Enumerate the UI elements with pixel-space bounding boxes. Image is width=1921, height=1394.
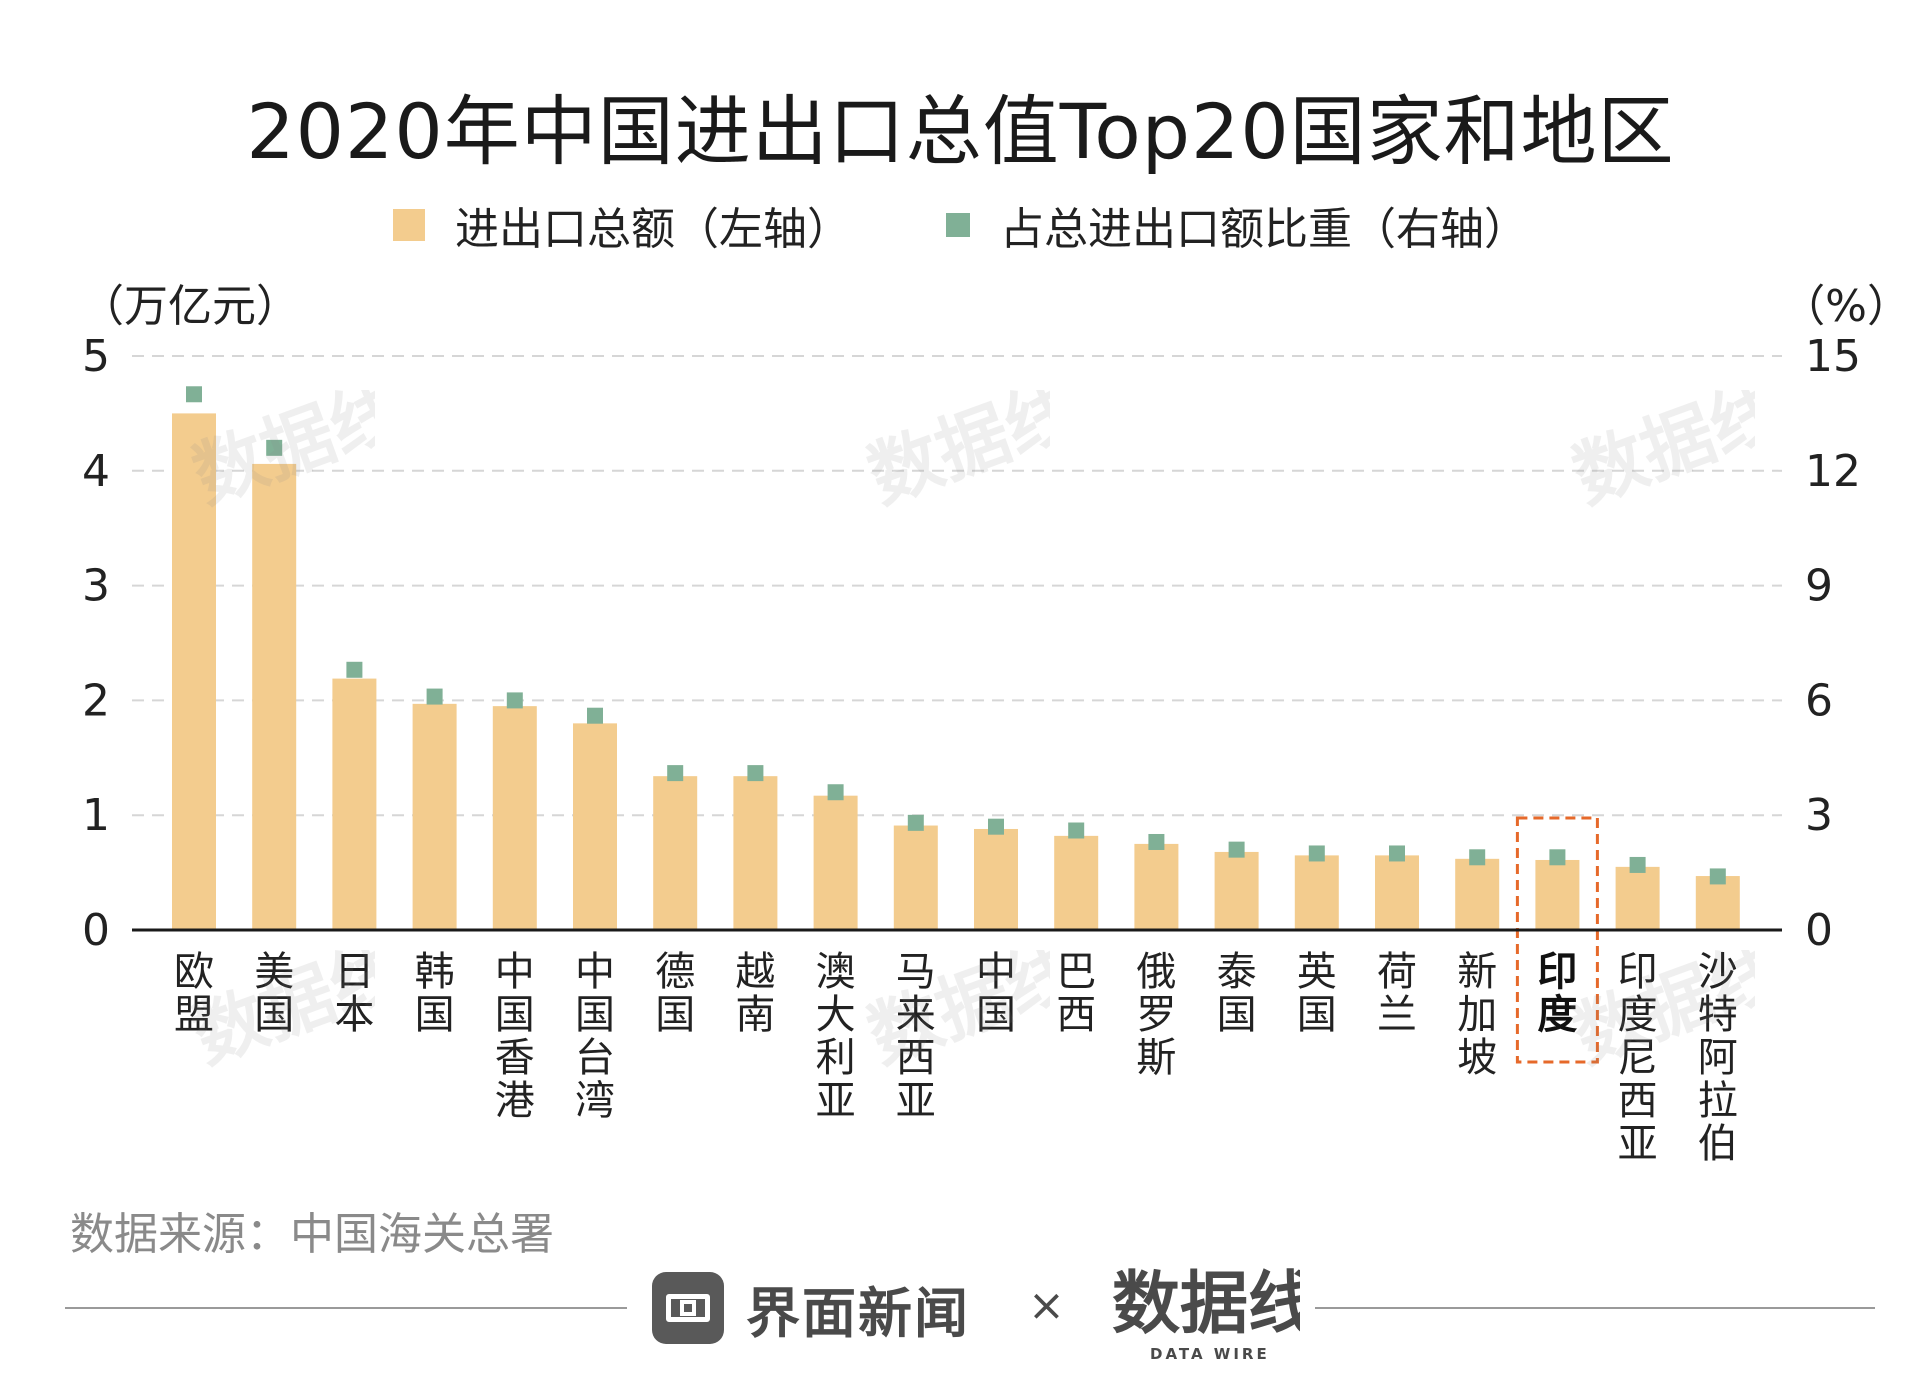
category-label: 德国 xyxy=(655,949,695,1038)
bar xyxy=(172,413,216,930)
category-label: 印度 xyxy=(1537,949,1577,1038)
share-dot xyxy=(1148,833,1165,850)
category-label: 韩国 xyxy=(415,949,455,1038)
category-label: 日本 xyxy=(334,949,374,1038)
category-label: 英国 xyxy=(1297,949,1337,1038)
left-axis-unit: （万亿元） xyxy=(80,281,300,332)
share-dot xyxy=(426,688,443,705)
left-axis-tick-label: 0 xyxy=(82,905,110,956)
bar xyxy=(733,776,778,930)
bar xyxy=(1535,859,1580,930)
legend-item-dot: 占总进出口额比重（右轴） xyxy=(946,193,1528,257)
highlight-box xyxy=(1515,816,1599,1064)
bar xyxy=(813,795,858,930)
bar xyxy=(1615,866,1660,930)
legend-label-dot: 占总进出口额比重（右轴） xyxy=(1000,204,1528,255)
chart-title: 2020年中国进出口总值Top20国家和地区 xyxy=(246,87,1675,176)
category-label: 中国 xyxy=(976,949,1016,1038)
share-dot xyxy=(1709,868,1726,885)
times-sign: × xyxy=(1028,1280,1065,1331)
bar xyxy=(252,463,297,930)
right-axis-tick-label: 3 xyxy=(1805,790,1833,841)
brand: 界面新闻 xyxy=(652,1268,970,1348)
legend-swatch-bar xyxy=(393,209,425,241)
right-axis-tick-label: 9 xyxy=(1805,561,1833,612)
left-axis-tick-label: 4 xyxy=(82,446,110,497)
bar xyxy=(492,706,537,930)
bar xyxy=(1214,851,1259,930)
share-dot xyxy=(506,692,523,709)
share-dot xyxy=(747,765,764,782)
bar xyxy=(1054,835,1099,930)
category-label: 俄罗斯 xyxy=(1136,949,1176,1081)
bar xyxy=(653,776,698,930)
category-label: 新加坡 xyxy=(1457,949,1497,1081)
bar xyxy=(1695,876,1740,930)
bar xyxy=(1134,843,1179,930)
category-label: 巴西 xyxy=(1056,949,1096,1038)
category-label: 中国香港 xyxy=(495,949,535,1124)
share-dot xyxy=(1469,849,1486,866)
bar xyxy=(974,828,1018,930)
category-label: 澳大利亚 xyxy=(816,949,856,1124)
footer-divider-left xyxy=(65,1307,627,1309)
share-dot xyxy=(1308,845,1325,862)
category-label: 沙特阿拉伯 xyxy=(1698,949,1738,1167)
bar xyxy=(1294,855,1339,930)
category-label: 泰国 xyxy=(1217,949,1257,1038)
share-dot xyxy=(667,765,684,782)
share-dot xyxy=(186,386,202,403)
datawire-logo: 数据线 DATA WIRE xyxy=(1112,1265,1300,1363)
data-source: 数据来源：中国海关总署 xyxy=(70,1209,554,1260)
share-dot xyxy=(1228,841,1245,858)
left-axis-tick-label: 3 xyxy=(82,561,110,612)
bar xyxy=(1455,858,1500,930)
category-label: 欧盟 xyxy=(174,949,214,1038)
right-axis-tick-label: 15 xyxy=(1805,331,1861,382)
datawire-logo-sub: DATA WIRE xyxy=(1150,1345,1270,1363)
left-axis-tick-label: 5 xyxy=(82,331,110,382)
right-axis-tick-label: 6 xyxy=(1805,675,1833,726)
share-dot xyxy=(266,439,283,456)
legend-label-bar: 进出口总额（左轴） xyxy=(455,204,851,255)
share-dot xyxy=(1068,822,1085,839)
category-label: 马来西亚 xyxy=(896,949,936,1124)
share-dot xyxy=(346,661,363,678)
bar xyxy=(332,678,377,930)
left-axis-tick-label: 1 xyxy=(82,790,110,841)
datawire-logo-text: 数据线 xyxy=(1112,1265,1300,1344)
left-axis-tick-label: 2 xyxy=(82,675,110,726)
legend: 进出口总额（左轴） 占总进出口额比重（右轴） xyxy=(0,195,1921,255)
share-dot xyxy=(587,707,603,724)
right-axis-tick-label: 0 xyxy=(1805,905,1833,956)
jiemian-logo-icon xyxy=(652,1272,724,1344)
bar xyxy=(573,723,617,930)
share-dot xyxy=(1549,849,1566,866)
category-label: 越南 xyxy=(735,949,775,1038)
bar xyxy=(893,825,938,930)
category-label: 印度尼西亚 xyxy=(1618,949,1658,1167)
bar xyxy=(1375,855,1419,930)
legend-item-bar: 进出口总额（左轴） xyxy=(393,193,851,257)
legend-swatch-dot xyxy=(946,213,970,237)
right-axis-tick-label: 12 xyxy=(1805,446,1861,497)
bar xyxy=(412,703,457,930)
category-label: 美国 xyxy=(254,949,294,1038)
share-dot xyxy=(1389,845,1405,862)
share-dot xyxy=(988,818,1004,835)
footer-divider-right xyxy=(1315,1307,1875,1309)
category-label: 中国台湾 xyxy=(575,949,615,1124)
share-dot xyxy=(827,784,844,801)
share-dot xyxy=(1629,856,1646,873)
brand-name: 界面新闻 xyxy=(746,1281,970,1345)
right-axis-unit: （%） xyxy=(1781,281,1911,332)
category-label: 荷兰 xyxy=(1377,949,1417,1038)
share-dot xyxy=(907,814,924,831)
